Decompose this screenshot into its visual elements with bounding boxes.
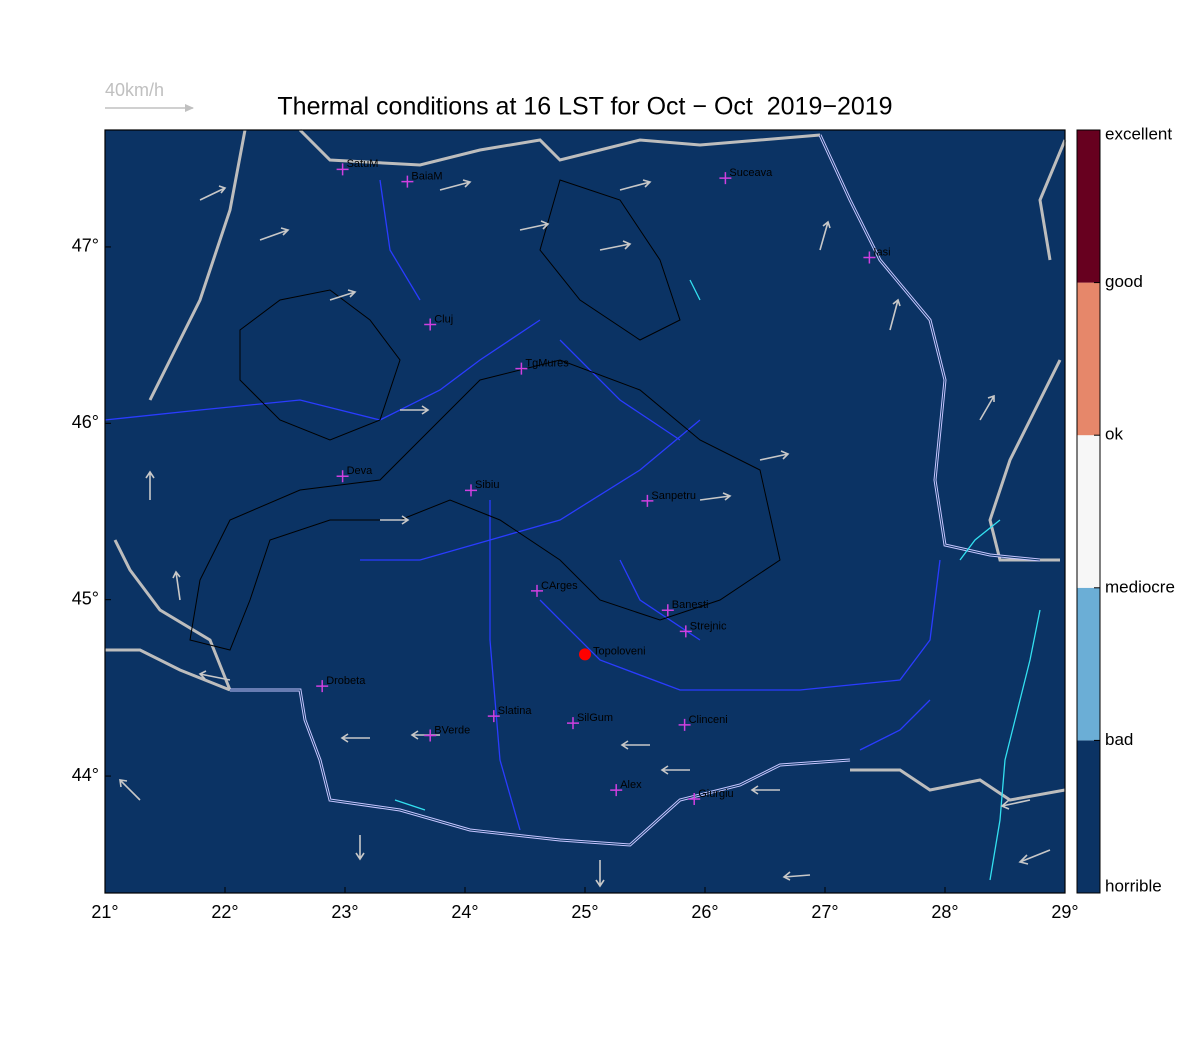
city-label: Strejnic [690, 620, 727, 632]
x-tick-label: 29° [1051, 902, 1078, 922]
city-label: Sanpetru [651, 490, 696, 502]
city-label: Slatina [498, 705, 533, 717]
city-marker [401, 175, 414, 188]
city-marker [688, 792, 701, 805]
city-marker [487, 710, 500, 723]
y-tick-label: 44° [72, 765, 99, 785]
site-label: Topoloveni [593, 645, 646, 657]
x-tick-label: 28° [931, 902, 958, 922]
city-label: CArges [541, 580, 578, 592]
city-label: Giurgiu [698, 788, 733, 800]
city-label: BVerde [434, 724, 470, 736]
x-tick-label: 24° [451, 902, 478, 922]
colorbar-segment [1077, 587, 1100, 741]
city-label: Sibiu [475, 479, 499, 491]
x-tick-label: 22° [211, 902, 238, 922]
city-marker [336, 163, 349, 176]
colorbar-segment [1077, 740, 1100, 893]
city-label: Suceava [729, 167, 773, 179]
city-marker [336, 470, 349, 483]
city-marker [531, 584, 543, 597]
city-label: Banesti [672, 599, 709, 611]
colorbar-label: bad [1105, 730, 1133, 749]
scale-label: 40km/h [105, 80, 164, 100]
city-label: Alex [620, 779, 642, 791]
city-marker [610, 784, 623, 797]
city-marker [316, 680, 329, 693]
colorbar-label: mediocre [1105, 577, 1175, 596]
city-label: BaiaM [411, 171, 442, 183]
city-marker [465, 484, 477, 497]
map-area [105, 130, 1065, 893]
city-label: Drobeta [326, 675, 366, 687]
colorbar-segment [1077, 282, 1100, 436]
y-tick-label: 47° [72, 236, 99, 256]
city-marker [679, 625, 692, 638]
city-label: Iasi [873, 246, 890, 258]
y-tick-label: 45° [72, 588, 99, 608]
y-tick-label: 46° [72, 412, 99, 432]
x-tick-label: 23° [331, 902, 358, 922]
scale-arrow [105, 104, 194, 112]
x-tick-label: 25° [571, 902, 598, 922]
x-tick-label: 27° [811, 902, 838, 922]
city-label: TgMures [525, 358, 569, 370]
city-marker [678, 718, 691, 731]
city-marker [567, 717, 579, 730]
city-label: Clinceni [689, 714, 728, 726]
colorbar-label: excellent [1105, 124, 1172, 143]
x-tick-label: 26° [691, 902, 718, 922]
city-marker [661, 604, 674, 617]
city-marker [424, 318, 437, 331]
colorbar-segment [1077, 435, 1100, 588]
city-marker [424, 729, 437, 742]
colorbar-label: horrible [1105, 876, 1162, 895]
x-tick-label: 21° [91, 902, 118, 922]
colorbar-label: good [1105, 272, 1143, 291]
city-label: Cluj [434, 313, 453, 325]
city-marker [515, 362, 528, 375]
colorbar-label: ok [1105, 425, 1123, 444]
colorbar-segment [1077, 130, 1100, 283]
site-marker [579, 648, 591, 661]
city-marker [719, 172, 732, 185]
city-label: Deva [347, 465, 374, 477]
city-label: SatuM [347, 158, 379, 170]
colorbar-frame [1076, 129, 1101, 894]
city-marker [863, 251, 876, 264]
city-marker [641, 494, 654, 507]
map-title: Thermal conditions at 16 LST for Oct − O… [277, 93, 892, 121]
city-label: SilGum [577, 712, 613, 724]
